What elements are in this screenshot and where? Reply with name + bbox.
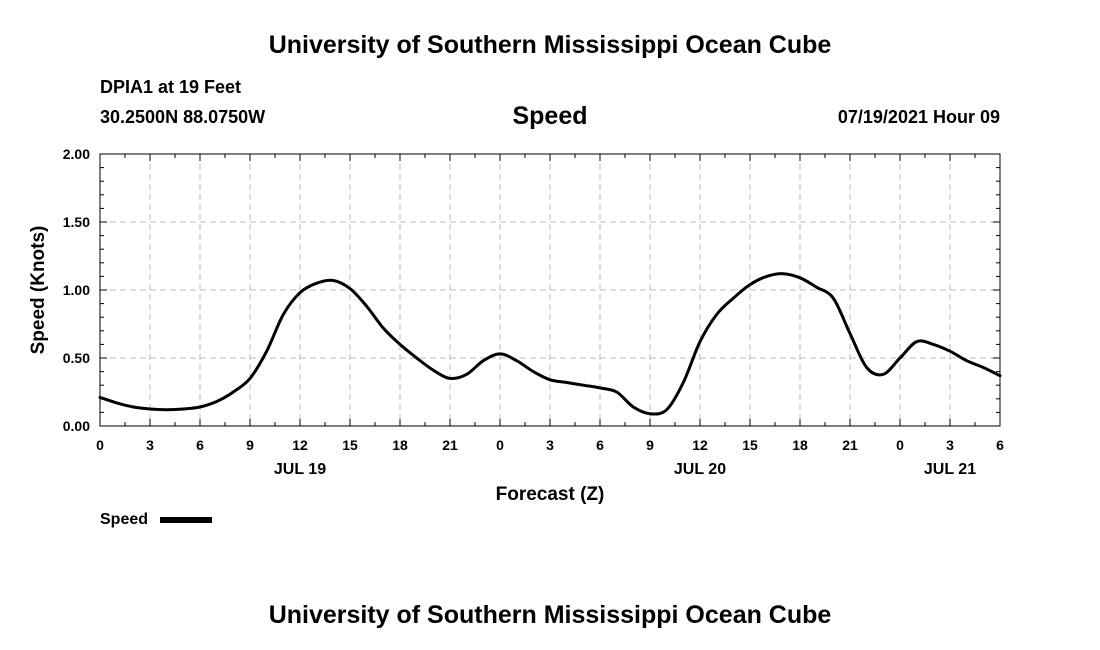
x-tick-label: 0 [96,437,104,453]
footer-title: University of Southern Mississippi Ocean… [268,601,832,629]
chart-title: Speed [512,102,588,130]
legend-label: Speed [100,511,148,528]
x-tick-label: 0 [496,437,504,453]
x-tick-label: 15 [342,437,358,453]
page-title: University of Southern Mississippi Ocean… [268,31,832,59]
x-tick-label: 3 [146,437,154,453]
x-tick-label: 9 [646,437,654,453]
date-label: JUL 20 [674,461,726,478]
x-tick-label: 6 [996,437,1004,453]
x-tick-label: 21 [442,437,458,453]
y-tick-label: 2.00 [63,146,90,162]
x-tick-label: 6 [196,437,204,453]
speed-chart: 0 3 6 9 12 15 18 21 0 3 6 9 12 15 18 21 0 3 6 0.00 0.50 1.00 1… [28,146,1004,528]
y-tick-label: 1.50 [63,214,90,230]
station-name: DPIA1 at 19 Feet [100,77,242,97]
date-label: JUL 19 [274,461,326,478]
y-tick-label: 0.00 [63,418,90,434]
x-axis-label: Forecast (Z) [496,484,605,505]
y-axis-label: Speed (Knots) [28,226,49,355]
forecast-datetime: 07/19/2021 Hour 09 [837,107,1000,127]
legend-line-swatch [160,517,212,523]
x-tick-label: 12 [692,437,708,453]
x-tick-label: 9 [246,437,254,453]
y-tick-label: 1.00 [63,282,90,298]
station-coordinates: 30.2500N 88.0750W [100,107,266,127]
axis-ticks [99,153,1001,427]
grid-lines [100,154,1000,426]
x-tick-label: 0 [896,437,904,453]
y-tick-label: 0.50 [63,350,90,366]
x-tick-label: 12 [292,437,308,453]
x-tick-label: 18 [392,437,408,453]
x-tick-label: 21 [842,437,858,453]
x-tick-label: 3 [946,437,954,453]
x-tick-label: 3 [546,437,554,453]
speed-series-line [98,272,1002,416]
date-label: JUL 21 [924,461,976,478]
x-tick-label: 18 [792,437,808,453]
axis-labels: 0 3 6 9 12 15 18 21 0 3 6 9 12 15 18 21 0 3 6 0.00 0.50 1.00 1… [63,146,1004,478]
x-tick-label: 15 [742,437,758,453]
x-tick-label: 6 [596,437,604,453]
